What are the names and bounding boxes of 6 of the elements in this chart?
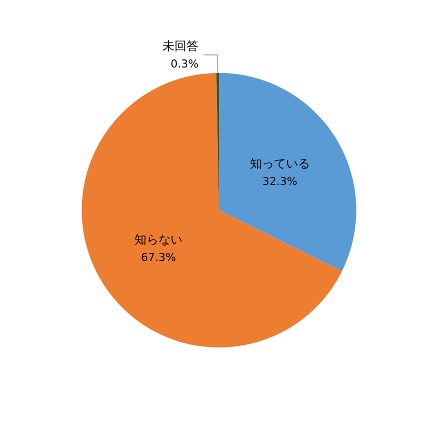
data-label: 67.3% [140, 251, 176, 264]
slice-label: 未回答 [162, 38, 199, 53]
slice-label: 知らない [134, 232, 182, 247]
data-label: 32.3% [262, 174, 298, 188]
data-label: 0.3% [170, 57, 199, 70]
slice-label: 知っている [250, 156, 310, 170]
